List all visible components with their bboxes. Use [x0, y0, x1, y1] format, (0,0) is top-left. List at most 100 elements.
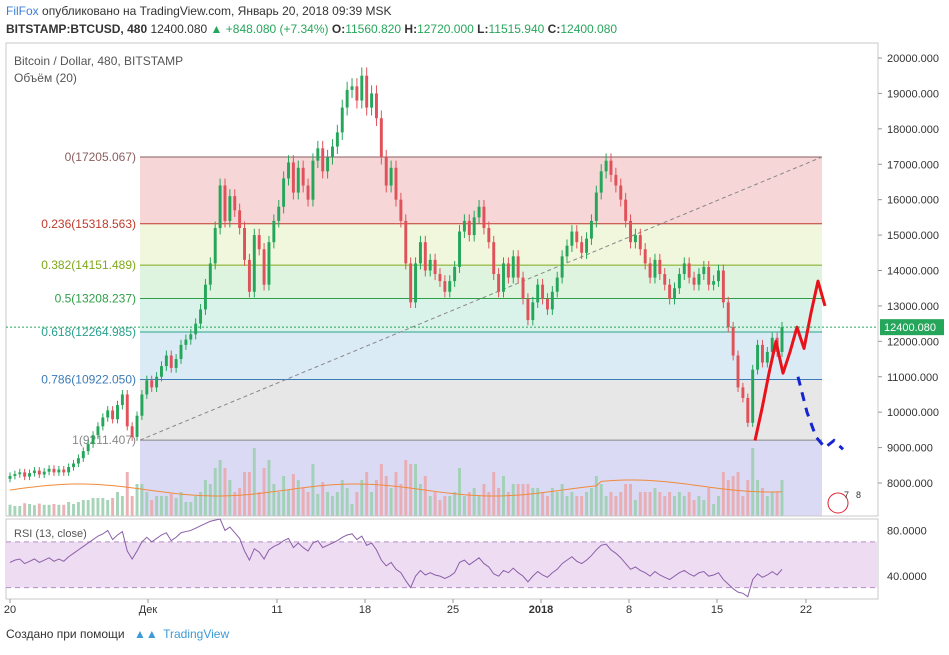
volume-bar [135, 484, 139, 516]
volume-bar [96, 498, 100, 516]
volume-bar [306, 492, 310, 516]
candle-body [516, 256, 520, 278]
candle [516, 250, 520, 284]
volume-bar [433, 492, 437, 516]
volume-bar [712, 504, 716, 516]
volume-bar [638, 492, 642, 516]
candle-body [101, 417, 105, 427]
candle-body [394, 167, 398, 200]
volume-bar [721, 472, 725, 516]
fib-zones [140, 156, 822, 516]
candle-body [203, 284, 207, 310]
volume-bar [458, 468, 461, 516]
volume-bar [399, 484, 403, 516]
candle-body [13, 474, 17, 476]
tradingview-link[interactable]: TradingView [163, 627, 230, 641]
candle [756, 339, 760, 375]
volume-bar [111, 498, 115, 516]
y-tick-label: 15000.000 [887, 230, 939, 242]
candle-body [277, 206, 281, 221]
candle [731, 321, 735, 361]
fib-zone [140, 223, 822, 266]
x-tick-label: 18 [359, 604, 371, 616]
volume-bar [155, 496, 159, 516]
fib-zone [140, 331, 822, 380]
candle-body [653, 259, 657, 278]
candle [76, 454, 80, 468]
candle-body [160, 366, 163, 377]
y-tick-label: 14000.000 [887, 266, 939, 278]
candle-body [218, 185, 222, 228]
volume-label: Объём (20) [14, 71, 77, 85]
candle [23, 468, 27, 481]
volume-bar [213, 468, 217, 516]
candle-body [179, 344, 183, 360]
candle [550, 286, 554, 315]
volume-bar [565, 496, 569, 516]
candle [145, 375, 149, 399]
candle [712, 275, 716, 291]
candle-body [32, 470, 36, 474]
low-label: L: [477, 22, 489, 36]
candle [282, 171, 286, 214]
candle-body [736, 355, 740, 388]
event-flag-circle [827, 492, 849, 514]
candle [169, 350, 173, 373]
candle [384, 149, 388, 193]
volume-bar [697, 496, 701, 516]
candle-body [282, 178, 286, 207]
volume-bar [521, 484, 525, 516]
candle [580, 235, 584, 259]
author-name[interactable]: FilFox [6, 4, 39, 18]
candle [96, 422, 100, 440]
volume-bar [487, 492, 491, 516]
candle-body [648, 263, 652, 278]
candle-body [208, 263, 212, 285]
candle-body [174, 359, 178, 368]
volume-bar [428, 496, 432, 516]
x-tick-label: 15 [711, 604, 723, 616]
candle [736, 350, 740, 392]
candle-body [52, 468, 56, 473]
candle [125, 389, 129, 431]
rsi-line [9, 518, 783, 598]
volume-ma-line [9, 479, 783, 497]
candle-body [67, 467, 71, 473]
volume-bar [541, 492, 545, 516]
candle-body [458, 231, 461, 267]
close-value: 12400.080 [560, 22, 618, 36]
candle [575, 225, 579, 249]
volume-bar [52, 504, 56, 516]
candle-body [604, 160, 608, 172]
candle [350, 78, 354, 98]
symbol-label: BITSTAMP:BTCUSD, 480 [6, 22, 148, 36]
y-tick-label: 8000.000 [887, 478, 933, 490]
candle [721, 264, 725, 308]
candle-body [72, 463, 75, 468]
candle [194, 318, 198, 340]
volume-bar [282, 476, 286, 516]
tradingview-logo-icon[interactable]: ▲▲ [133, 627, 158, 641]
up-arrow-icon: ▲ [210, 22, 223, 36]
candle-body [96, 426, 100, 436]
published-text: опубликовано на TradingView.com, Январь … [42, 4, 392, 18]
last-price: 12400.080 [150, 22, 208, 36]
candle-body [531, 302, 535, 321]
volume-bar [291, 474, 295, 516]
volume-bar [462, 496, 466, 516]
candle [604, 153, 608, 179]
candle [252, 228, 256, 298]
candle [389, 160, 393, 193]
candle [296, 160, 300, 200]
candle [443, 275, 447, 298]
candle [62, 465, 66, 476]
candle [546, 293, 549, 315]
volume-bar [526, 484, 530, 516]
volume-bar [47, 504, 51, 516]
candle-body [130, 426, 134, 437]
candle [301, 160, 305, 193]
candle [643, 243, 647, 270]
candle [67, 463, 71, 476]
candle [243, 221, 246, 266]
